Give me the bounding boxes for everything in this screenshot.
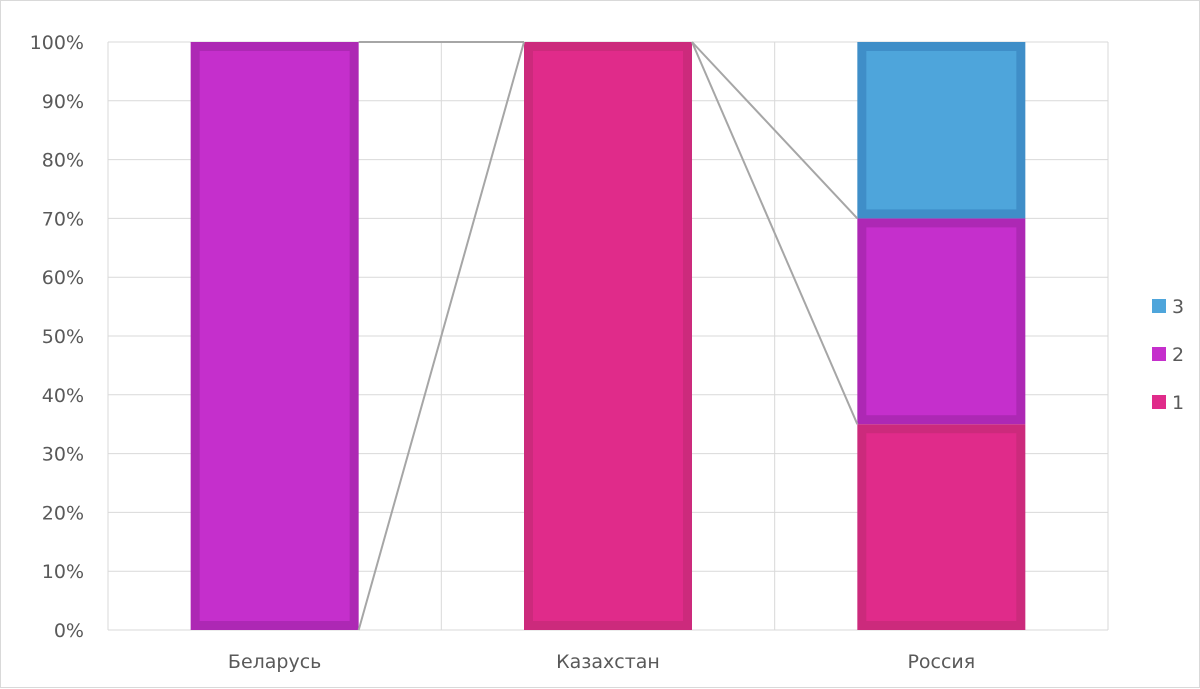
y-tick-label: 40% <box>42 385 84 407</box>
bar-segment-series-1 <box>524 42 692 630</box>
y-tick-label: 0% <box>54 620 84 642</box>
x-category-label: Казахстан <box>556 651 660 673</box>
legend: 3 2 1 <box>1152 296 1184 414</box>
y-tick-label: 30% <box>42 444 84 466</box>
y-tick-label: 10% <box>42 561 84 583</box>
legend-swatch <box>1152 299 1166 313</box>
bar-segment-series-3 <box>857 42 1026 219</box>
x-axis: Беларусь Казахстан Россия <box>228 651 975 673</box>
bars <box>190 42 1026 631</box>
series-lines <box>357 41 859 631</box>
series-line <box>691 41 859 220</box>
y-tick-label: 100% <box>30 32 84 54</box>
y-tick-label: 90% <box>42 91 84 113</box>
y-tick-label: 50% <box>42 326 84 348</box>
bar-segment-series-2 <box>190 42 359 630</box>
series-line <box>691 41 859 425</box>
legend-label: 1 <box>1172 392 1184 414</box>
y-tick-label: 80% <box>42 150 84 172</box>
x-category-label: Беларусь <box>228 651 321 673</box>
y-tick-label: 20% <box>42 502 84 524</box>
legend-swatch <box>1152 395 1166 409</box>
y-axis: 0% 10% 20% 30% 40% 50% 60% 70% 80% 90% 100% <box>30 32 84 642</box>
series-line <box>357 41 525 631</box>
bar-segment-series-2 <box>857 218 1026 425</box>
y-tick-label: 60% <box>42 267 84 289</box>
y-tick-label: 70% <box>42 208 84 230</box>
legend-label: 2 <box>1172 344 1184 366</box>
bar-segment-series-1 <box>857 424 1026 631</box>
legend-label: 3 <box>1172 296 1184 318</box>
x-category-label: Россия <box>907 651 975 673</box>
legend-swatch <box>1152 347 1166 361</box>
